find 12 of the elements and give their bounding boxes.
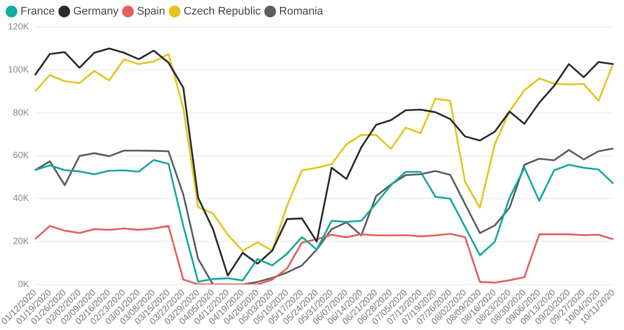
y-tick-label: 60K <box>13 150 30 160</box>
legend-label: Romania <box>279 6 324 18</box>
legend-label: Germany <box>73 6 119 18</box>
legend-label: Spain <box>136 6 166 18</box>
y-tick-label: 120K <box>8 21 30 32</box>
y-tick-label: 40K <box>13 193 30 204</box>
y-tick-label: 100K <box>8 64 30 74</box>
legend-label: Czech Republic <box>184 6 262 18</box>
y-tick-label: 20K <box>13 236 30 246</box>
legend-label: France <box>20 6 55 18</box>
y-tick-label: 0K <box>18 278 30 289</box>
y-tick-label: 80K <box>13 107 30 118</box>
